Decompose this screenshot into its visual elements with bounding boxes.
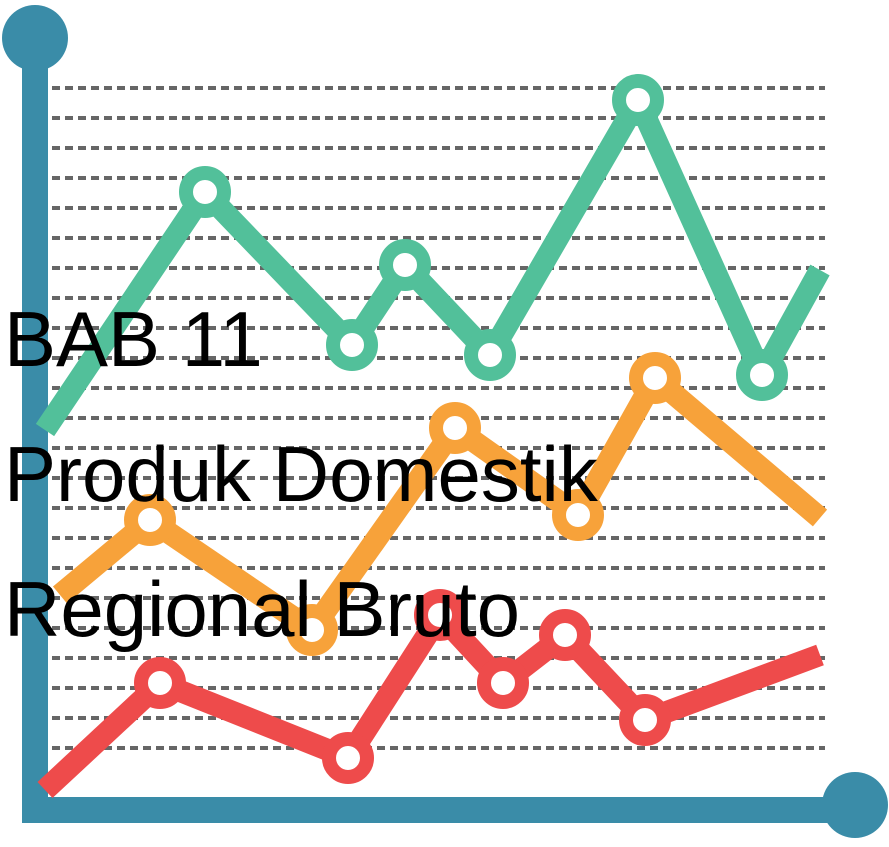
dot: [539, 609, 591, 661]
decorative-lines: [35, 74, 830, 799]
dashed-grid: [52, 86, 825, 750]
dot: [414, 589, 466, 641]
title-line: BAB 11: [4, 295, 263, 383]
dot: [429, 402, 481, 454]
axis-cap: [822, 772, 888, 838]
dot: [326, 319, 378, 371]
dot: [736, 349, 788, 401]
dot: [179, 166, 231, 218]
dot: [552, 489, 604, 541]
axis-cap: [2, 5, 68, 71]
dot: [629, 352, 681, 404]
dot: [464, 329, 516, 381]
title-line: Regional Bruto: [4, 565, 520, 653]
dot: [612, 74, 664, 126]
dot: [477, 657, 529, 709]
dot: [619, 694, 671, 746]
dot: [124, 494, 176, 546]
dot: [134, 657, 186, 709]
line: [35, 89, 830, 437]
dot: [322, 732, 374, 784]
dot: [286, 604, 338, 656]
title-line: Produk Domestik: [4, 430, 598, 518]
dot: [379, 239, 431, 291]
